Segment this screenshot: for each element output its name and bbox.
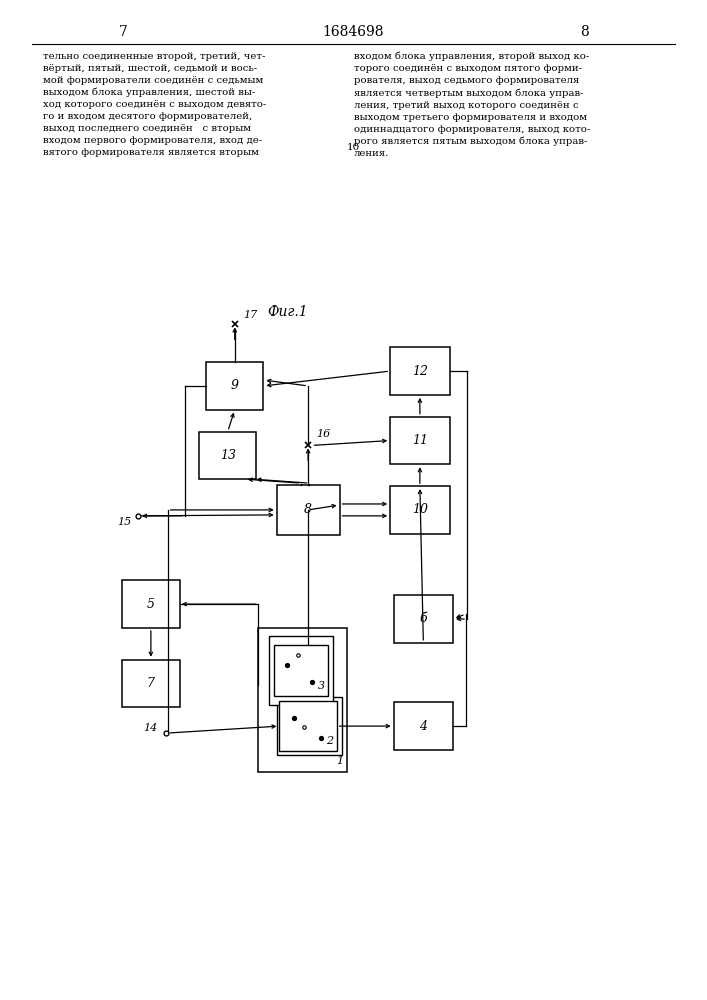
Text: 8: 8 bbox=[304, 503, 312, 516]
Text: 5: 5 bbox=[147, 598, 155, 611]
Bar bbox=[269, 636, 333, 705]
Text: 8: 8 bbox=[580, 25, 588, 39]
Bar bbox=[394, 595, 453, 643]
Text: 7: 7 bbox=[147, 677, 155, 690]
Bar bbox=[276, 485, 339, 535]
Bar bbox=[279, 701, 337, 751]
Text: 13: 13 bbox=[220, 449, 235, 462]
Text: 12: 12 bbox=[412, 365, 428, 378]
Text: 11: 11 bbox=[412, 434, 428, 447]
Bar bbox=[277, 697, 341, 755]
Bar bbox=[390, 417, 450, 464]
Bar bbox=[390, 347, 450, 395]
Bar bbox=[390, 486, 450, 534]
Text: б: б bbox=[419, 612, 427, 626]
Text: Фиг.1: Фиг.1 bbox=[267, 305, 308, 319]
Text: 4: 4 bbox=[419, 720, 427, 733]
Text: 3: 3 bbox=[317, 681, 325, 691]
Text: 1684698: 1684698 bbox=[323, 25, 384, 39]
Bar bbox=[394, 702, 453, 750]
Text: 2: 2 bbox=[326, 736, 333, 746]
Text: 7: 7 bbox=[119, 25, 127, 39]
Text: тельно соединенные второй, третий, чет-
вёртый, пятый, шестой, седьмой и вось-
м: тельно соединенные второй, третий, чет- … bbox=[42, 52, 266, 157]
Text: 16: 16 bbox=[317, 429, 331, 439]
Text: 17: 17 bbox=[243, 310, 257, 320]
Text: 15: 15 bbox=[117, 517, 132, 527]
Text: 1: 1 bbox=[336, 756, 343, 766]
Bar bbox=[122, 580, 180, 628]
Text: 10: 10 bbox=[347, 143, 360, 152]
Text: 9: 9 bbox=[230, 379, 239, 392]
Bar bbox=[258, 628, 347, 772]
Bar bbox=[206, 362, 264, 410]
Bar bbox=[199, 432, 257, 479]
Bar bbox=[122, 660, 180, 707]
Bar bbox=[274, 645, 328, 696]
Text: 14: 14 bbox=[144, 723, 158, 733]
Text: входом блока управления, второй выход ко-
торого соединён с выходом пятого форми: входом блока управления, второй выход ко… bbox=[354, 52, 590, 158]
Text: 10: 10 bbox=[412, 503, 428, 516]
